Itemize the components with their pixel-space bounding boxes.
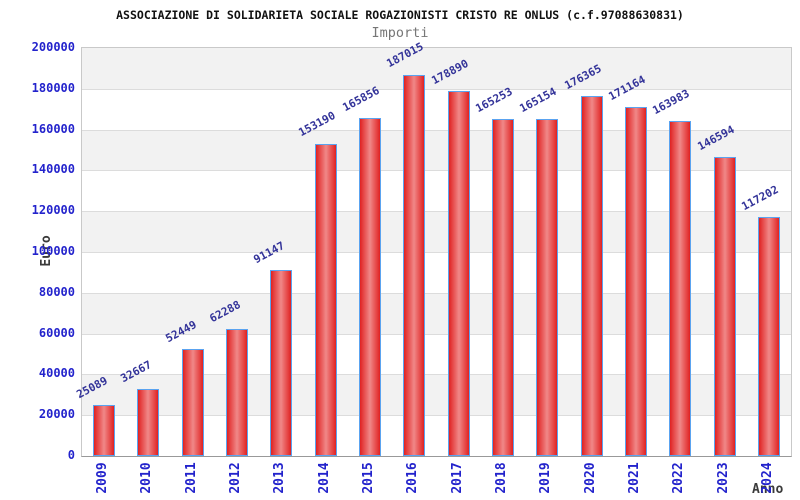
x-tick-label: 2022 — [671, 462, 687, 494]
x-axis-title: Anno — [752, 482, 784, 497]
y-tick-label: 0 — [67, 448, 75, 462]
x-tick-label: 2014 — [316, 462, 332, 494]
plot-band — [82, 48, 791, 89]
bar-2020 — [580, 96, 603, 456]
bar-2024 — [757, 216, 780, 456]
bar-2014 — [314, 143, 337, 456]
bar-2009 — [93, 404, 116, 456]
y-tick-label: 160000 — [31, 121, 75, 136]
y-tick-label: 180000 — [31, 80, 75, 95]
x-tick-label: 2021 — [626, 462, 642, 494]
bar-2018 — [491, 118, 514, 456]
bar-2015 — [359, 117, 382, 456]
x-tick-label: 2020 — [582, 462, 598, 494]
x-tick-label: 2023 — [715, 462, 731, 494]
bar-2016 — [403, 74, 426, 456]
gridline — [82, 170, 791, 172]
gridline — [82, 333, 791, 335]
x-tick-label: 2018 — [493, 462, 509, 494]
x-tick-label: 2013 — [272, 462, 288, 494]
bar-2019 — [536, 119, 559, 456]
x-tick-label: 2010 — [139, 462, 155, 494]
x-tick-label: 2016 — [405, 462, 421, 494]
gridline — [82, 211, 791, 213]
gridline — [82, 374, 791, 376]
y-tick-label: 140000 — [31, 162, 75, 177]
x-tick-label: 2017 — [449, 462, 465, 494]
x-tick-label: 2009 — [95, 462, 111, 494]
bar-2021 — [624, 106, 647, 456]
y-tick-label: 100000 — [31, 244, 75, 258]
bar-2010 — [137, 389, 160, 456]
x-tick-label: 2024 — [759, 462, 775, 494]
chart-title: ASSOCIAZIONE DI SOLIDARIETA SOCIALE ROGA… — [116, 8, 684, 22]
bar-2013 — [270, 270, 293, 456]
x-tick-label: 2012 — [228, 462, 244, 494]
x-tick-label: 2015 — [361, 462, 377, 494]
bar-2022 — [669, 121, 692, 456]
gridline — [82, 252, 791, 253]
bar-2023 — [713, 156, 736, 456]
bar-2011 — [181, 349, 204, 456]
gridline — [82, 292, 791, 294]
gridline — [82, 415, 791, 417]
y-tick-label: 20000 — [38, 407, 75, 422]
gridline — [82, 88, 791, 90]
y-tick-label: 200000 — [31, 40, 75, 54]
x-tick-label: 2011 — [183, 462, 199, 494]
y-tick-label: 60000 — [38, 325, 75, 340]
y-tick-label: 80000 — [38, 284, 75, 299]
plot-area — [81, 47, 792, 457]
chart-subtitle: Importi — [371, 25, 429, 41]
bar-2012 — [226, 328, 249, 456]
y-tick-label: 40000 — [38, 366, 75, 381]
y-tick-label: 120000 — [31, 203, 75, 218]
x-tick-label: 2019 — [538, 462, 554, 494]
bar-2017 — [447, 91, 470, 456]
gridline — [82, 129, 791, 131]
